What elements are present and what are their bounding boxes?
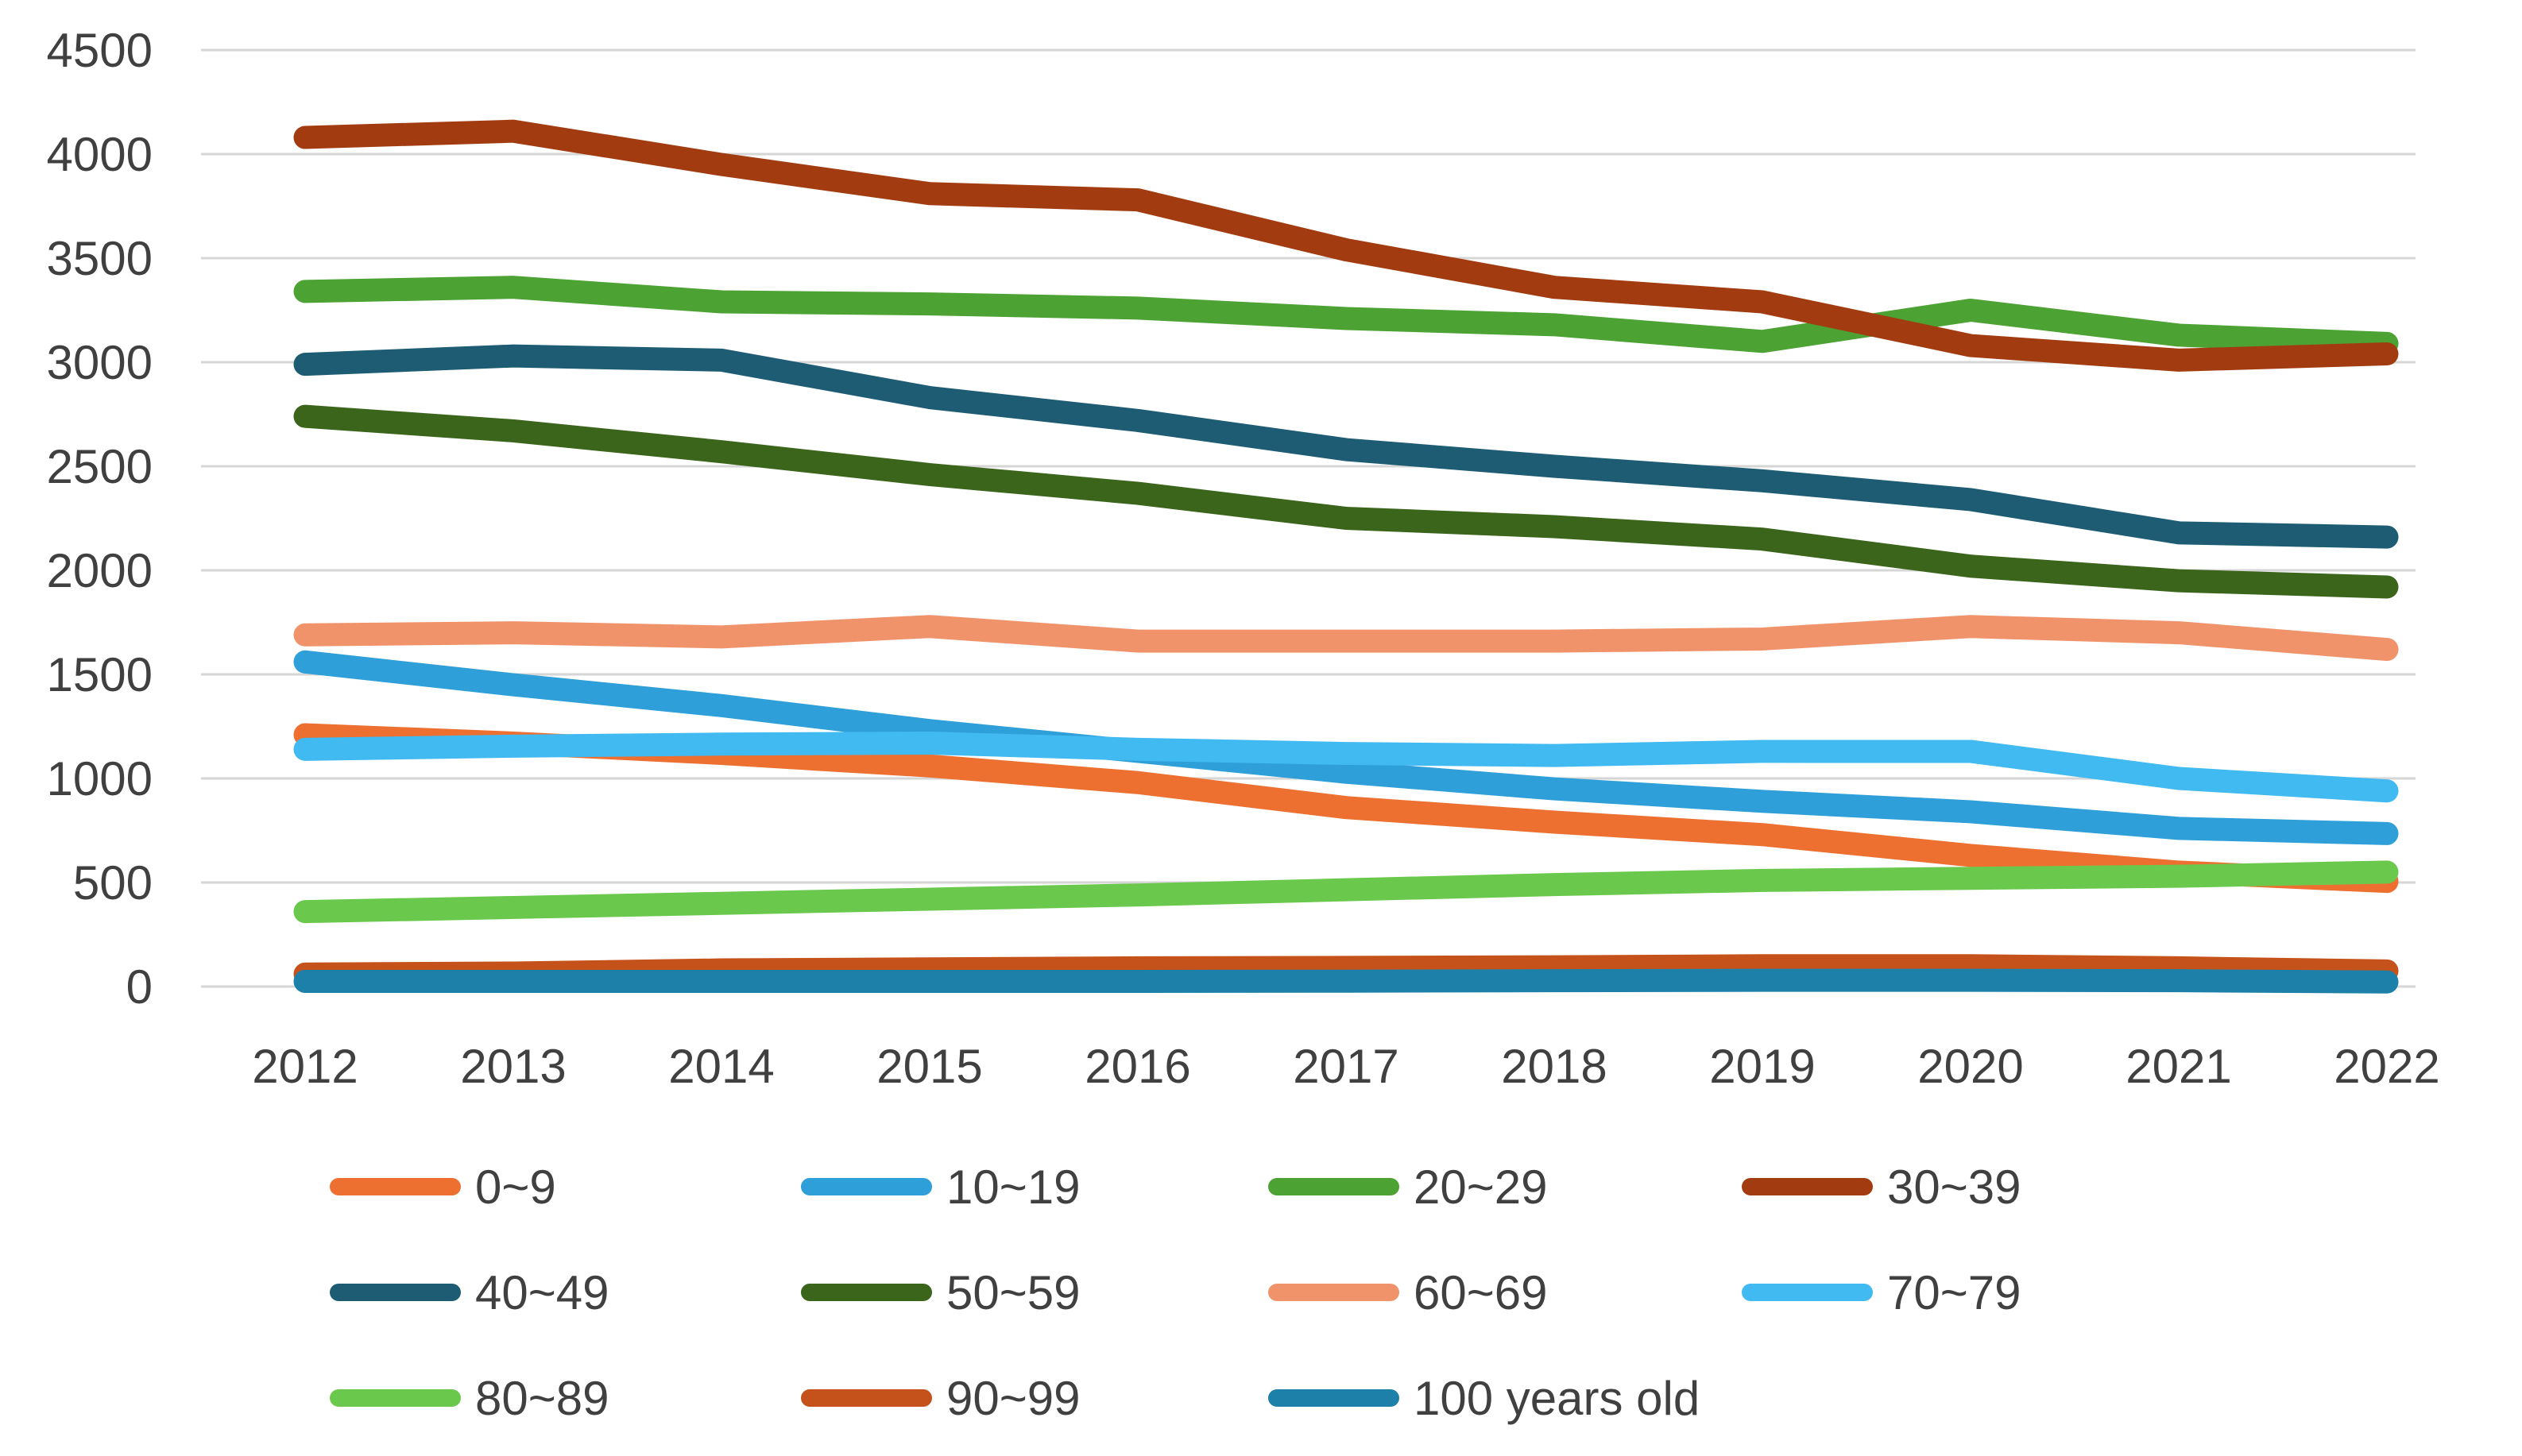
legend-swatch-50-59 (801, 1284, 932, 1301)
x-axis-tick-label: 2012 (252, 1040, 358, 1093)
legend-label-10-19: 10~19 (946, 1161, 1081, 1214)
legend-swatch-30-39 (1742, 1178, 1873, 1195)
legend-swatch-80-89 (330, 1389, 461, 1407)
legend-label-50-59: 50~59 (946, 1266, 1081, 1319)
series-line-10-19 (293, 650, 2399, 845)
x-axis-tick-label: 2018 (1501, 1040, 1607, 1093)
legend-label-40-49: 40~49 (475, 1266, 609, 1319)
legend-label-30-39: 30~39 (1887, 1161, 2021, 1214)
x-axis-tick-label: 2017 (1293, 1040, 1398, 1093)
y-axis-tick-label: 3500 (47, 232, 153, 285)
legend-label-60-69: 60~69 (1414, 1266, 1548, 1319)
x-axis-tick-label: 2020 (1917, 1040, 2023, 1093)
legend-swatch-60-69 (1268, 1284, 1399, 1301)
legend-swatch-90-99 (801, 1389, 932, 1407)
y-axis-tick-label: 4500 (47, 24, 153, 77)
x-axis-tick-label: 2016 (1085, 1040, 1190, 1093)
legend-label-90-99: 90~99 (946, 1372, 1081, 1425)
legend-label-80-89: 80~89 (475, 1372, 609, 1425)
x-axis-tick-label: 2013 (460, 1040, 566, 1093)
series-line-50-59 (293, 404, 2399, 599)
series-line-30-39 (293, 119, 2399, 372)
series-line-80-89 (293, 860, 2399, 924)
legend-swatch-100-years-old (1268, 1389, 1399, 1407)
legend-swatch-70-79 (1742, 1284, 1873, 1301)
series-line-40-49 (293, 344, 2399, 549)
series-line-70-79 (293, 731, 2399, 803)
legend-label-70-79: 70~79 (1887, 1266, 2021, 1319)
y-axis-tick-label: 500 (73, 856, 153, 910)
y-axis-tick-label: 3000 (47, 336, 153, 389)
legend-label-100-years-old: 100 years old (1414, 1372, 1700, 1425)
x-axis-tick-label: 2014 (668, 1040, 774, 1093)
y-axis-tick-label: 1500 (47, 648, 153, 701)
series-line-20-29 (293, 276, 2399, 355)
x-axis-tick-label: 2015 (876, 1040, 982, 1093)
y-axis-tick-label: 4000 (47, 128, 153, 181)
x-axis-tick-label: 2022 (2334, 1040, 2439, 1093)
legend-label-20-29: 20~29 (1414, 1161, 1548, 1214)
legend-swatch-20-29 (1268, 1178, 1399, 1195)
y-axis-tick-label: 2000 (47, 544, 153, 597)
x-axis-tick-label: 2019 (1709, 1040, 1815, 1093)
legend-swatch-40-49 (330, 1284, 461, 1301)
x-axis-tick-label: 2021 (2126, 1040, 2231, 1093)
legend-label-0-9: 0~9 (475, 1161, 556, 1214)
y-axis-tick-label: 1000 (47, 752, 153, 805)
y-axis-tick-label: 2500 (47, 440, 153, 493)
series-line-100-years-old (293, 968, 2399, 994)
y-axis-tick-label: 0 (126, 960, 153, 1014)
legend-swatch-10-19 (801, 1178, 932, 1195)
series-line-60-69 (293, 615, 2399, 662)
legend-swatch-0-9 (330, 1178, 461, 1195)
